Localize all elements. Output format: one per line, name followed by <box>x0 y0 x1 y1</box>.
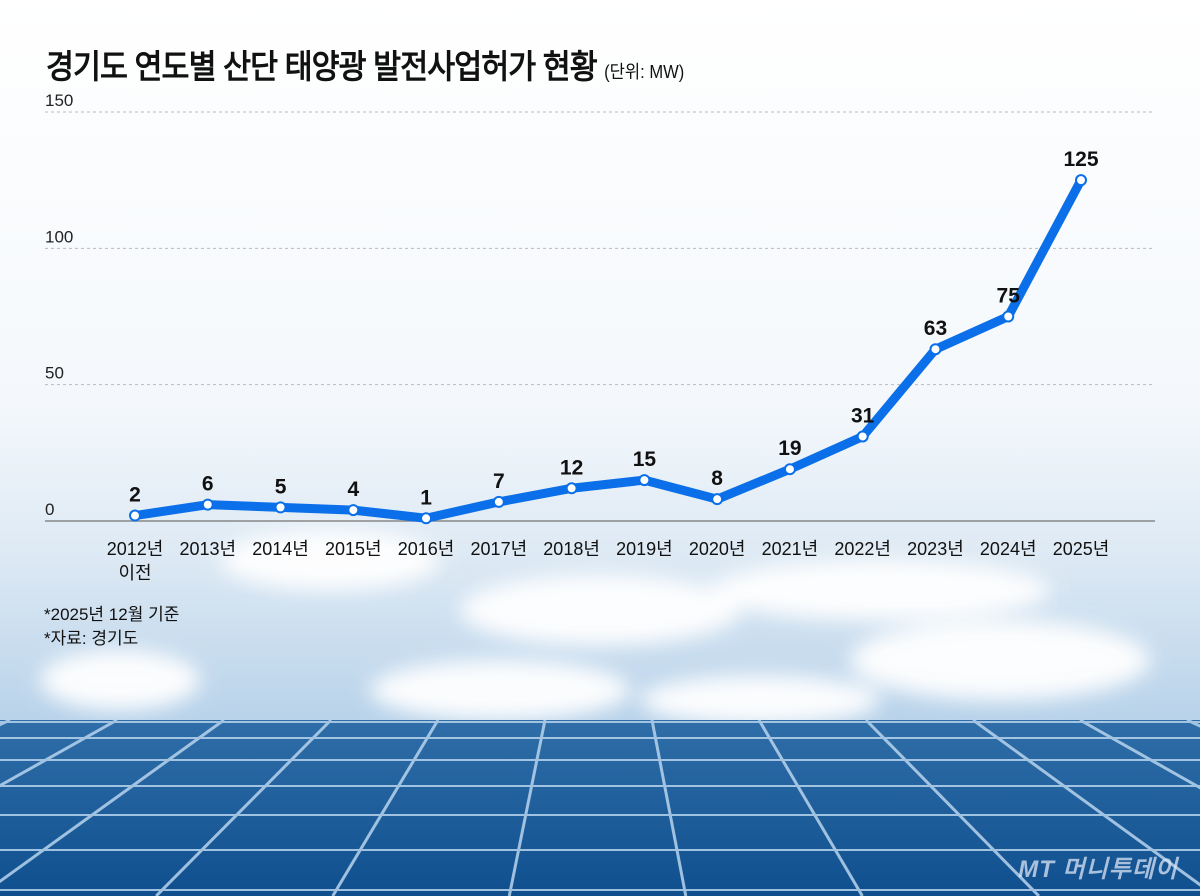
panel-divider <box>507 719 547 896</box>
x-tick-label: 2018년 <box>543 539 600 559</box>
x-tick-label: 2025년 <box>1053 539 1110 559</box>
panel-divider <box>331 719 440 896</box>
data-point <box>565 482 578 495</box>
data-point <box>711 493 724 506</box>
panel-divider <box>650 719 688 896</box>
data-point <box>201 498 214 511</box>
x-tick-label: 2021년 <box>762 539 819 559</box>
chart-title: 경기도 연도별 산단 태양광 발전사업허가 현황 (단위: MW) <box>46 40 684 88</box>
y-tick-label: 150 <box>45 91 73 110</box>
data-point <box>420 512 433 525</box>
x-tick-label: 2012년 <box>107 539 164 559</box>
data-point <box>1075 174 1087 187</box>
data-label: 15 <box>633 448 657 471</box>
x-tick-label: 2014년 <box>252 539 309 559</box>
data-point <box>783 463 796 476</box>
data-label: 75 <box>997 285 1021 308</box>
y-tick-label: 100 <box>45 227 73 246</box>
x-tick-label: 2016년 <box>398 539 455 559</box>
panel-divider <box>864 718 1040 896</box>
data-label: 63 <box>924 317 947 340</box>
series-line <box>130 175 1086 523</box>
data-point <box>347 504 360 517</box>
panel-divider <box>0 718 118 788</box>
data-label: 8 <box>711 467 723 490</box>
note-source: *자료: 경기도 <box>44 629 139 648</box>
data-point <box>274 501 287 514</box>
panel-divider <box>972 718 1200 887</box>
panel-divider <box>1079 718 1200 790</box>
x-tick-label: 이전 <box>118 563 151 583</box>
x-tick-label: 2015년 <box>325 539 382 559</box>
note-date: *2025년 12월 기준 <box>44 605 180 624</box>
data-label: 7 <box>493 470 505 493</box>
data-point <box>856 430 869 443</box>
data-point <box>492 495 505 508</box>
data-label: 1 <box>420 486 432 509</box>
data-point <box>1002 310 1015 323</box>
x-tick-label: 2024년 <box>980 539 1037 559</box>
x-tick-label: 2019년 <box>616 539 673 559</box>
x-tick-label: 2023년 <box>907 539 964 559</box>
panel-divider <box>155 718 333 896</box>
data-label: 4 <box>347 478 359 501</box>
logo: MT 머니투데이 <box>1018 856 1178 883</box>
data-label: 19 <box>778 437 801 460</box>
data-label: 2 <box>129 484 141 507</box>
data-label: 5 <box>275 475 287 498</box>
x-tick-label: 2022년 <box>834 539 891 559</box>
x-tick-label: 2020년 <box>689 539 746 559</box>
data-point <box>129 509 141 522</box>
panel-divider <box>0 718 225 884</box>
panel-divider <box>757 719 864 896</box>
data-label: 12 <box>560 456 583 479</box>
data-label: 6 <box>202 473 214 496</box>
y-tick-label: 50 <box>45 364 64 383</box>
data-point <box>638 474 651 487</box>
y-tick-label: 0 <box>45 500 54 519</box>
data-label: 125 <box>1063 148 1098 171</box>
unit-label: (단위: MW) <box>604 62 685 82</box>
x-tick-label: 2013년 <box>179 539 236 559</box>
x-tick-label: 2017년 <box>471 539 528 559</box>
title-text: 경기도 연도별 산단 태양광 발전사업허가 현황 <box>46 48 598 85</box>
data-label: 31 <box>851 404 875 427</box>
data-point <box>929 343 942 356</box>
